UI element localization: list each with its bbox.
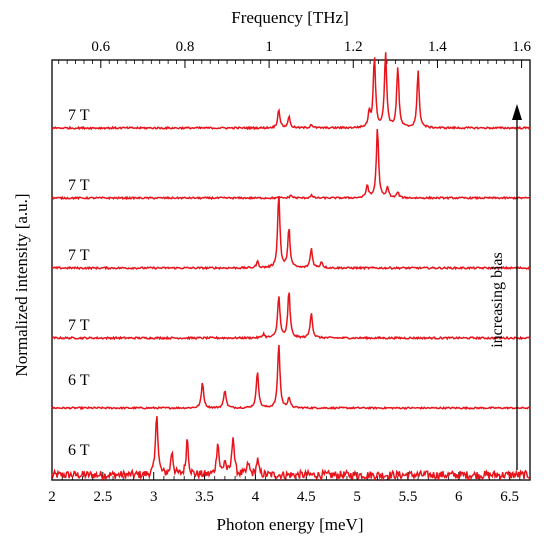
spectrum-line xyxy=(51,129,531,201)
spectrum-line xyxy=(51,292,531,341)
series-label: 6 T xyxy=(68,442,90,459)
x-tick-label: 3.5 xyxy=(195,489,214,505)
plot-area: 2 2.5 3 3.5 4 4.5 5 5.5 6 6.5 0.6 0.8 1 1.2 1.4 1.6 6 T 6… xyxy=(48,39,531,505)
x-axis-title: Photon energy [meV] xyxy=(217,515,364,534)
spectrum-line xyxy=(51,195,531,271)
x-tick-label: 2 xyxy=(48,489,56,505)
x-tick-label: 2.5 xyxy=(93,489,112,505)
increasing-bias-annotation: increasing bias xyxy=(489,252,506,348)
spectrum-line xyxy=(51,52,531,131)
plot-frame xyxy=(51,59,531,481)
series-label: 7 T xyxy=(68,107,90,124)
top-tick-label: 1.6 xyxy=(512,39,531,55)
spectrum-line xyxy=(51,416,531,482)
y-axis-title: Normalized intensity [a.u.] xyxy=(12,193,31,376)
series-label: 7 T xyxy=(68,317,90,334)
bias-arrow-head xyxy=(512,104,522,120)
top-tick-label: 1 xyxy=(265,39,273,55)
series-label: 7 T xyxy=(68,247,90,264)
series-label: 6 T xyxy=(68,372,90,389)
top-axis-title: Frequency [THz] xyxy=(231,8,349,27)
x-tick-label: 4.5 xyxy=(297,489,316,505)
x-tick-label: 4 xyxy=(252,489,260,505)
top-tick-label: 1.4 xyxy=(428,39,447,55)
x-tick-label: 3 xyxy=(150,489,158,505)
spectrum-line xyxy=(51,344,531,411)
x-tick-label: 6 xyxy=(455,489,463,505)
top-tick-label: 1.2 xyxy=(344,39,363,55)
x-tick-label: 5.5 xyxy=(399,489,418,505)
x-tick-label: 6.5 xyxy=(500,489,519,505)
series-label: 7 T xyxy=(68,177,90,194)
x-tick-label: 5 xyxy=(353,489,361,505)
top-tick-label: 0.6 xyxy=(91,39,110,55)
top-tick-label: 0.8 xyxy=(176,39,195,55)
